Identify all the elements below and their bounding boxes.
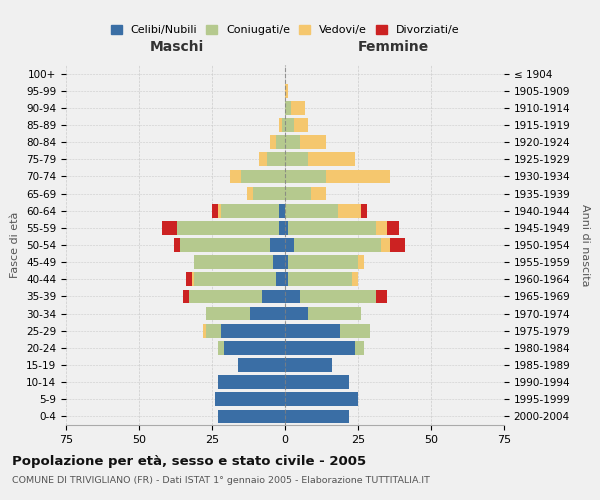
Bar [282, 118, 285, 132]
Text: Maschi: Maschi [150, 40, 204, 54]
Bar [355, 341, 364, 354]
Bar [308, 306, 361, 320]
Bar [291, 101, 305, 114]
Bar [294, 238, 382, 252]
Bar [188, 290, 262, 304]
Bar [183, 290, 188, 304]
Bar [274, 256, 285, 269]
Bar [279, 204, 285, 218]
Bar [308, 152, 355, 166]
Bar [194, 272, 276, 286]
Bar [203, 324, 206, 338]
Bar [340, 324, 370, 338]
Bar [259, 152, 268, 166]
Bar [285, 341, 355, 354]
Y-axis label: Fasce di età: Fasce di età [10, 212, 20, 278]
Bar [387, 221, 399, 234]
Bar [288, 272, 352, 286]
Bar [174, 238, 180, 252]
Bar [230, 170, 241, 183]
Bar [221, 324, 285, 338]
Bar [221, 204, 279, 218]
Bar [279, 221, 285, 234]
Bar [288, 221, 376, 234]
Bar [186, 272, 191, 286]
Text: Femmine: Femmine [358, 40, 428, 54]
Bar [194, 256, 274, 269]
Bar [262, 290, 285, 304]
Bar [376, 290, 387, 304]
Bar [218, 204, 221, 218]
Bar [285, 358, 332, 372]
Bar [358, 256, 364, 269]
Bar [224, 341, 285, 354]
Bar [285, 84, 288, 98]
Bar [241, 170, 285, 183]
Bar [285, 324, 340, 338]
Bar [285, 101, 291, 114]
Bar [191, 272, 194, 286]
Bar [177, 221, 279, 234]
Bar [294, 118, 308, 132]
Bar [163, 221, 177, 234]
Bar [285, 272, 288, 286]
Bar [285, 152, 308, 166]
Bar [218, 376, 285, 389]
Bar [285, 221, 288, 234]
Bar [361, 204, 367, 218]
Bar [285, 376, 349, 389]
Bar [299, 290, 376, 304]
Bar [276, 272, 285, 286]
Bar [285, 136, 299, 149]
Bar [285, 392, 358, 406]
Bar [253, 186, 285, 200]
Bar [382, 238, 390, 252]
Y-axis label: Anni di nascita: Anni di nascita [580, 204, 590, 286]
Bar [279, 118, 282, 132]
Bar [285, 306, 308, 320]
Bar [299, 136, 326, 149]
Bar [285, 204, 338, 218]
Bar [268, 152, 285, 166]
Bar [180, 238, 271, 252]
Bar [206, 324, 221, 338]
Bar [390, 238, 405, 252]
Bar [285, 170, 326, 183]
Bar [271, 136, 276, 149]
Bar [276, 136, 285, 149]
Legend: Celibi/Nubili, Coniugati/e, Vedovi/e, Divorziati/e: Celibi/Nubili, Coniugati/e, Vedovi/e, Di… [106, 20, 464, 40]
Bar [285, 256, 288, 269]
Bar [218, 410, 285, 424]
Text: COMUNE DI TRIVIGLIANO (FR) - Dati ISTAT 1° gennaio 2005 - Elaborazione TUTTITALI: COMUNE DI TRIVIGLIANO (FR) - Dati ISTAT … [12, 476, 430, 485]
Bar [285, 186, 311, 200]
Bar [238, 358, 285, 372]
Bar [376, 221, 387, 234]
Bar [250, 306, 285, 320]
Bar [285, 118, 294, 132]
Bar [352, 272, 358, 286]
Bar [285, 238, 294, 252]
Bar [271, 238, 285, 252]
Bar [285, 410, 349, 424]
Bar [218, 341, 224, 354]
Bar [206, 306, 250, 320]
Bar [338, 204, 361, 218]
Bar [326, 170, 390, 183]
Bar [311, 186, 326, 200]
Bar [285, 290, 299, 304]
Bar [212, 204, 218, 218]
Bar [247, 186, 253, 200]
Text: Popolazione per età, sesso e stato civile - 2005: Popolazione per età, sesso e stato civil… [12, 455, 366, 468]
Bar [288, 256, 358, 269]
Bar [215, 392, 285, 406]
